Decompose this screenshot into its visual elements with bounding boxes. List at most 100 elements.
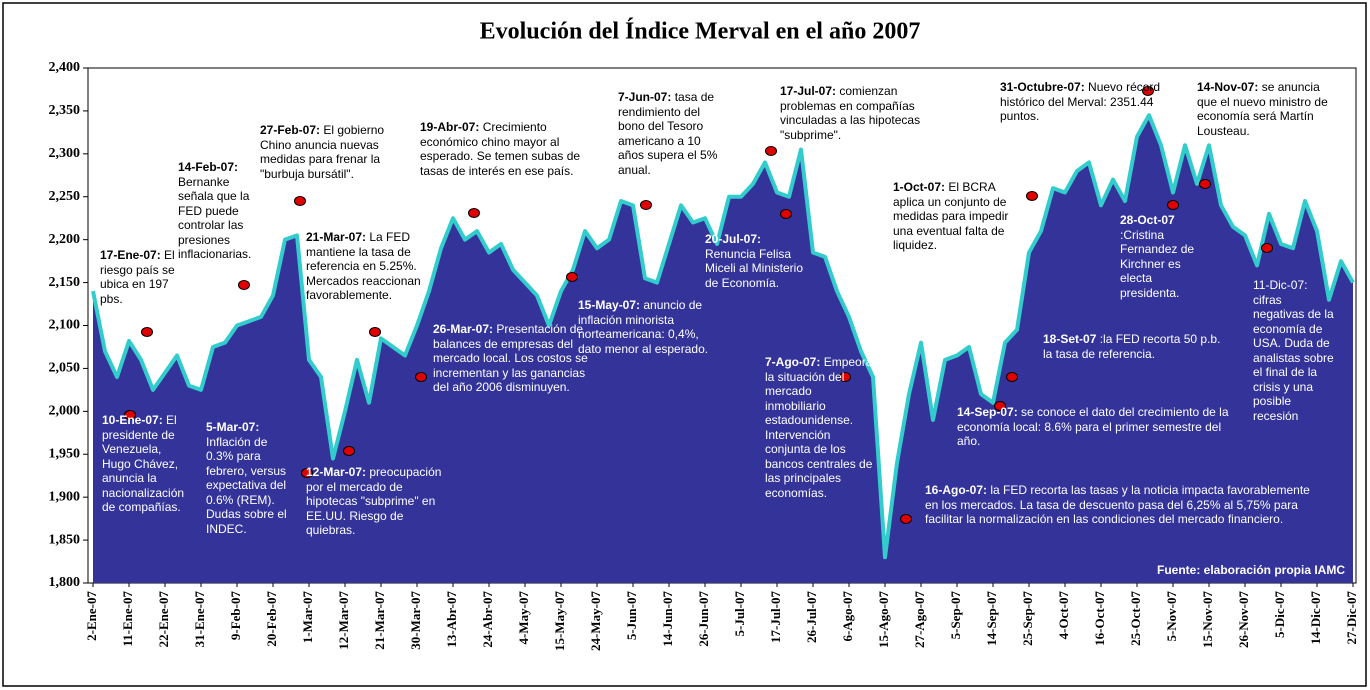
- annotation: 1-Oct-07: El BCRA aplica un conjunto de …: [893, 180, 1018, 253]
- event-marker: [994, 401, 1006, 411]
- annotation: 27-Feb-07: El gobierno Chino anuncia nue…: [260, 123, 395, 181]
- x-tick-label: 14-Sep-07: [984, 591, 999, 646]
- annotation-text: Inflación de 0.3% para febrero, versus e…: [206, 434, 287, 536]
- x-tick-label: 6-Ago-07: [840, 591, 855, 642]
- annotation: 14-Feb-07: Bernanke señala que la FED pu…: [178, 160, 263, 262]
- annotation-text: El gobierno Chino anuncia nuevas medidas…: [260, 123, 385, 181]
- annotation-text: Empeora la situación del mercado inmobil…: [765, 355, 873, 500]
- event-marker: [369, 327, 381, 337]
- x-tick-label: 2-Ene-07: [84, 591, 99, 641]
- x-tick-label: 27-Dic-07: [1344, 591, 1359, 645]
- annotation-date: 19-Abr-07:: [420, 120, 480, 134]
- annotation-text: tasa de rendimiento del bono del Tesoro …: [618, 90, 718, 177]
- event-marker: [566, 272, 578, 282]
- x-tick-label: 26-Jul-07: [804, 591, 819, 644]
- annotation: 20-Jul-07: Renuncia Felisa Miceli al Min…: [705, 232, 813, 290]
- x-tick-label: 15-May-07: [552, 591, 567, 651]
- x-tick-label: 5-Sep-07: [948, 591, 963, 640]
- event-marker: [238, 280, 250, 290]
- y-tick-label: 1,950: [49, 446, 81, 461]
- y-tick-label: 2,200: [49, 232, 81, 247]
- annotation-date: 7-Jun-07:: [618, 90, 672, 104]
- event-marker: [1142, 86, 1154, 96]
- annotation: 14-Nov-07: se anuncia que el nuevo minis…: [1197, 80, 1329, 138]
- y-tick-label: 1,800: [49, 575, 81, 590]
- event-marker: [468, 208, 480, 218]
- annotation-date: 11-Dic-07:: [1253, 278, 1308, 292]
- x-tick-label: 5-Jun-07: [624, 591, 639, 641]
- y-tick-label: 2,050: [49, 361, 81, 376]
- annotation: 17-Ene-07: El riesgo país se ubica en 19…: [100, 248, 178, 306]
- y-tick-label: 1,900: [49, 489, 81, 504]
- x-tick-label: 26-Nov-07: [1236, 591, 1251, 649]
- annotation-date: 27-Feb-07:: [260, 123, 321, 137]
- x-tick-label: 24-Abr-07: [480, 591, 495, 648]
- annotation: 14-Sep-07: se conoce el dato del crecimi…: [957, 405, 1237, 449]
- annotation: 11-Dic-07: cifras negativas de la econom…: [1253, 278, 1335, 423]
- x-tick-label: 11-Ene-07: [120, 591, 135, 647]
- area-fill: [93, 115, 1353, 583]
- annotation-text: preocupación por el mercado de hipotecas…: [306, 465, 442, 537]
- event-marker: [343, 446, 355, 456]
- event-marker: [839, 372, 851, 382]
- event-marker: [765, 146, 777, 156]
- x-tick-label: 14-Jun-07: [660, 591, 675, 647]
- annotation: 26-Mar-07: Presentación de balances de e…: [433, 322, 588, 395]
- event-marker: [301, 468, 313, 478]
- annotation: 7-Ago-07: Empeora la situación del merca…: [765, 355, 873, 500]
- annotation: 17-Jul-07: comienzan problemas en compañ…: [780, 84, 935, 142]
- annotation-date: 20-Jul-07:: [705, 232, 762, 246]
- annotation: 12-Mar-07: preocupación por el mercado d…: [306, 465, 456, 538]
- annotation-text: anuncio de inflación minorista norteamer…: [578, 298, 709, 356]
- x-tick-label: 17-Jul-07: [768, 591, 783, 644]
- annotation-text: Nuevo récord histórico del Merval: 2351.…: [1000, 80, 1161, 123]
- x-tick-label: 4-May-07: [516, 591, 531, 645]
- annotation-date: 12-Mar-07:: [306, 465, 367, 479]
- event-marker: [141, 327, 153, 337]
- x-tick-label: 1-Mar-07: [300, 591, 315, 644]
- annotation-date: 15-May-07:: [578, 298, 641, 312]
- annotation: 21-Mar-07: La FED mantiene la tasa de re…: [306, 230, 424, 303]
- x-tick-label: 16-Oct-07: [1092, 591, 1107, 646]
- x-tick-label: 15-Ago-07: [876, 591, 891, 649]
- annotation-text: :Cristina Fernandez de Kirchner es elect…: [1120, 227, 1195, 300]
- x-tick-label: 12-Mar-07: [336, 591, 351, 650]
- event-marker: [1006, 372, 1018, 382]
- event-marker: [294, 196, 306, 206]
- line: [91, 113, 1355, 560]
- y-tick-label: 2,150: [49, 275, 81, 290]
- annotation-date: 17-Jul-07:: [780, 84, 837, 98]
- annotation-text: El BCRA aplica un conjunto de medidas pa…: [893, 180, 1009, 252]
- x-tick-label: 5-Nov-07: [1164, 591, 1179, 642]
- annotation: 28-Oct-07 :Cristina Fernandez de Kirchne…: [1120, 213, 1212, 300]
- x-tick-label: 25-Sep-07: [1020, 591, 1035, 646]
- annotation: 15-May-07: anuncio de inflación minorist…: [578, 298, 723, 356]
- event-marker: [640, 200, 652, 210]
- annotation-date: 26-Mar-07:: [433, 322, 494, 336]
- event-marker: [1199, 179, 1211, 189]
- annotation-text: Crecimiento económico chino mayor al esp…: [420, 120, 581, 178]
- annotation-text: :la FED recorta 50 p.b. la tasa de refer…: [1043, 332, 1221, 361]
- annotation-text: comienzan problemas en compañías vincula…: [780, 84, 921, 142]
- annotation-date: 17-Ene-07:: [100, 248, 161, 262]
- x-tick-label: 30-Mar-07: [408, 591, 423, 650]
- annotation: 31-Octubre-07: Nuevo récord histórico de…: [1000, 80, 1190, 124]
- x-tick-label: 31-Ene-07: [192, 591, 207, 648]
- annotation-text: Bernanke señala que la FED puede control…: [178, 174, 252, 262]
- y-tick-label: 2,250: [49, 189, 81, 204]
- x-tick-label: 5-Dic-07: [1272, 591, 1287, 638]
- annotation-date: 5-Mar-07:: [206, 420, 260, 434]
- annotation-date: 31-Octubre-07:: [1000, 80, 1085, 94]
- y-tick-label: 2,100: [49, 318, 81, 333]
- annotation-date: 28-Oct-07: [1120, 213, 1175, 227]
- annotation-text: El riesgo país se ubica en 197 pbs.: [100, 248, 175, 306]
- annotation-text: Presentación de balances de empresas del…: [433, 322, 588, 394]
- event-marker: [1026, 191, 1038, 201]
- event-marker: [780, 209, 792, 219]
- x-tick-label: 4-Oct-07: [1056, 591, 1071, 640]
- annotation-date: 1-Oct-07:: [893, 180, 946, 194]
- x-tick-label: 27-Ago-07: [912, 591, 927, 649]
- annotation-text: se anuncia que el nuevo ministro de econ…: [1197, 80, 1328, 138]
- x-tick-label: 9-Feb-07: [228, 591, 243, 641]
